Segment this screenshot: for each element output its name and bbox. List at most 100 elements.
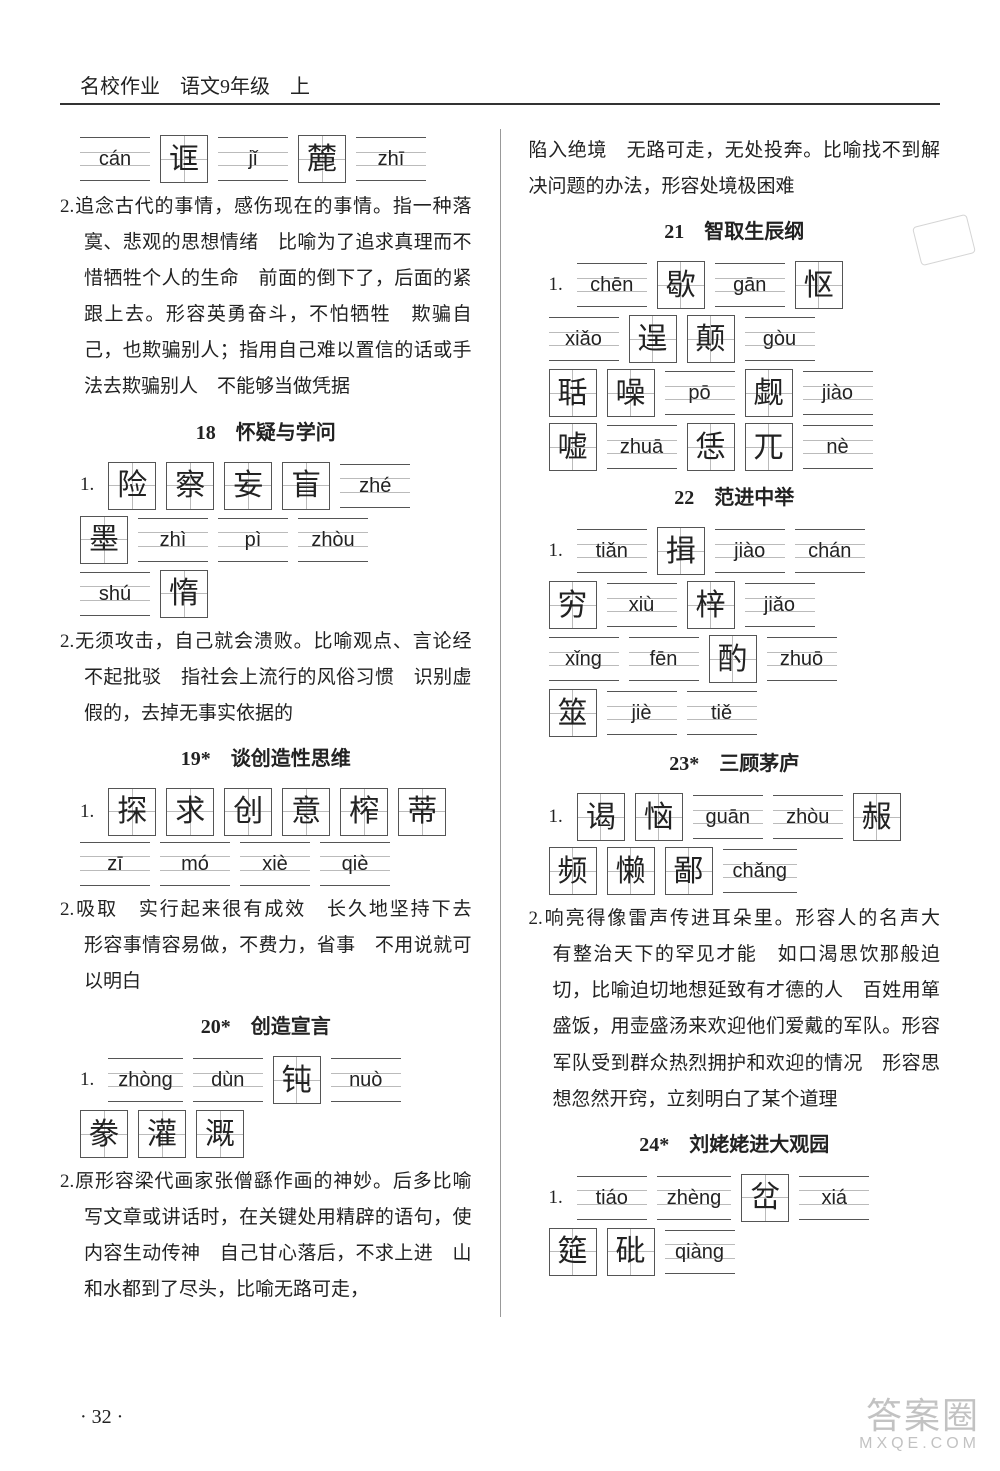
pinyin-box: zhuā [607, 425, 677, 469]
pinyin-box: jiǎo [745, 583, 815, 627]
pinyin-box: cán [80, 137, 150, 181]
header-rule [60, 103, 940, 105]
char-box: 颠 [687, 315, 735, 363]
item-label: 1. [549, 267, 563, 309]
pinyin-box: chēn [577, 263, 647, 307]
watermark-sub: MXQE.COM [859, 1435, 980, 1453]
answer-row: 1.探求创意榨蒂 [60, 788, 472, 836]
answer-row: shú惰 [60, 570, 472, 618]
char-box: 逞 [629, 315, 677, 363]
char-box: 揖 [657, 527, 705, 575]
answer-row: 1.zhòngdùn钝nuò [60, 1056, 472, 1104]
pinyin-box: pì [218, 518, 288, 562]
answer-row: 筮jiètiě [529, 689, 941, 737]
char-box: 麓 [298, 135, 346, 183]
answer-row: 1. chēn歇gān怄 [529, 261, 941, 309]
page-number: · 32 · [80, 1406, 123, 1429]
section-title: 24* 刘姥姥进大观园 [529, 1126, 941, 1164]
answer-row: 1.险察妄盲zhé [60, 462, 472, 510]
answer-row: xiǎo逞颠gòu [529, 315, 941, 363]
pinyin-box: xiǎo [549, 317, 619, 361]
item-label: 2. [529, 908, 543, 929]
char-box: 险 [108, 462, 156, 510]
answer-row: 墨zhìpìzhòu [60, 516, 472, 564]
answer-row: xǐngfēn酌zhuō [529, 635, 941, 683]
answer-row: 豢灌溉 [60, 1110, 472, 1158]
char-box: 鄙 [665, 847, 713, 895]
paragraph-text: 吸取 实行起来很有成效 长久地坚持下去 形容事情容易做，不费力，省事 不用说就可… [74, 899, 490, 992]
char-box: 谒 [577, 793, 625, 841]
answer-row: 嘘zhuā恁兀nè [529, 423, 941, 471]
pinyin-box: gān [715, 263, 785, 307]
pinyin-box: tiáo [577, 1176, 647, 1220]
char-box: 酌 [709, 635, 757, 683]
columns: cán诓jǐ麓zhī 2.追念古代的事情，感伤现在的事情。指一种落寞、悲观的思想… [60, 129, 940, 1317]
section-title: 18 怀疑与学问 [60, 414, 472, 452]
char-box: 歇 [657, 261, 705, 309]
char-box: 频 [549, 847, 597, 895]
section-title: 19* 谈创造性思维 [60, 740, 472, 778]
section-title: 20* 创造宣言 [60, 1008, 472, 1046]
answer-row: 筵砒qiàng [529, 1228, 941, 1276]
answer-row: 1.tiáozhèng岔xiá [529, 1174, 941, 1222]
section-title: 21 智取生辰纲 [529, 213, 941, 251]
answer-row: 1.tiǎn揖jiàochán [529, 527, 941, 575]
pinyin-box: zhòng [108, 1058, 183, 1102]
pinyin-box: qiè [320, 842, 390, 886]
char-box: 嘘 [549, 423, 597, 471]
paragraph-text: 响亮得像雷声传进耳朵里。形容人的名声大 有整治天下的罕见才能 如口渴思饮那般迫切… [543, 908, 959, 1109]
char-box: 妄 [224, 462, 272, 510]
char-box: 蒂 [398, 788, 446, 836]
pinyin-box: qiàng [665, 1230, 735, 1274]
pinyin-box: xiù [607, 583, 677, 627]
pinyin-box: xǐng [549, 637, 619, 681]
item-label: 1. [549, 799, 563, 841]
pinyin-box: mó [160, 842, 230, 886]
left-column: cán诓jǐ麓zhī 2.追念古代的事情，感伤现在的事情。指一种落寞、悲观的思想… [60, 129, 472, 1317]
pinyin-box: zī [80, 842, 150, 886]
char-box: 探 [108, 788, 156, 836]
char-box: 创 [224, 788, 272, 836]
pinyin-box: chǎng [723, 849, 798, 893]
char-box: 恼 [635, 793, 683, 841]
pinyin-box: pō [665, 371, 735, 415]
char-box: 恁 [687, 423, 735, 471]
char-box: 砒 [607, 1228, 655, 1276]
paragraph: 陷入绝境 无路可走，无处投奔。比喻找不到解决问题的办法，形容处境极困难 [529, 133, 941, 205]
char-box: 怄 [795, 261, 843, 309]
watermark-main: 答案圈 [866, 1395, 980, 1436]
answer-row: cán诓jǐ麓zhī [60, 135, 472, 183]
char-box: 察 [166, 462, 214, 510]
char-box: 觑 [745, 369, 793, 417]
answer-row: zīmóxièqiè [60, 842, 472, 886]
paragraph-text: 原形容梁代画家张僧繇作画的神妙。后多比喻写文章或讲话时，在关键处用精辟的语句，使… [74, 1171, 471, 1300]
pinyin-box: xiè [240, 842, 310, 886]
paragraph: 2.无须攻击，自己就会溃败。比喻观点、言论经不起批驳 指社会上流行的风俗习惯 识… [60, 624, 472, 732]
column-divider [500, 129, 501, 1317]
pinyin-box: zhòu [298, 518, 368, 562]
pinyin-box: jiè [607, 691, 677, 735]
pinyin-box: nè [803, 425, 873, 469]
char-box: 榨 [340, 788, 388, 836]
pinyin-box: zhì [138, 518, 208, 562]
answer-row: 聒噪pō觑jiào [529, 369, 941, 417]
pinyin-box: zhuō [767, 637, 837, 681]
answer-row: 穷xiù梓jiǎo [529, 581, 941, 629]
char-box: 求 [166, 788, 214, 836]
item-label: 1. [80, 794, 94, 836]
pinyin-box: zhé [340, 464, 410, 508]
item-label: 1. [549, 533, 563, 575]
pinyin-box: nuò [331, 1058, 401, 1102]
char-box: 盲 [282, 462, 330, 510]
pinyin-box: zhī [356, 137, 426, 181]
answer-row: 1.谒恼guānzhòu赧 [529, 793, 941, 841]
pinyin-box: tiě [687, 691, 757, 735]
pinyin-box: gòu [745, 317, 815, 361]
char-box: 豢 [80, 1110, 128, 1158]
watermark: 答案圈 MXQE.COM [859, 1396, 980, 1453]
char-box: 墨 [80, 516, 128, 564]
pinyin-box: dùn [193, 1058, 263, 1102]
char-box: 岔 [741, 1174, 789, 1222]
page: 名校作业 语文9年级 上 cán诓jǐ麓zhī 2.追念古代的事情，感伤现在的事… [0, 0, 1000, 1471]
section-title: 22 范进中举 [529, 479, 941, 517]
